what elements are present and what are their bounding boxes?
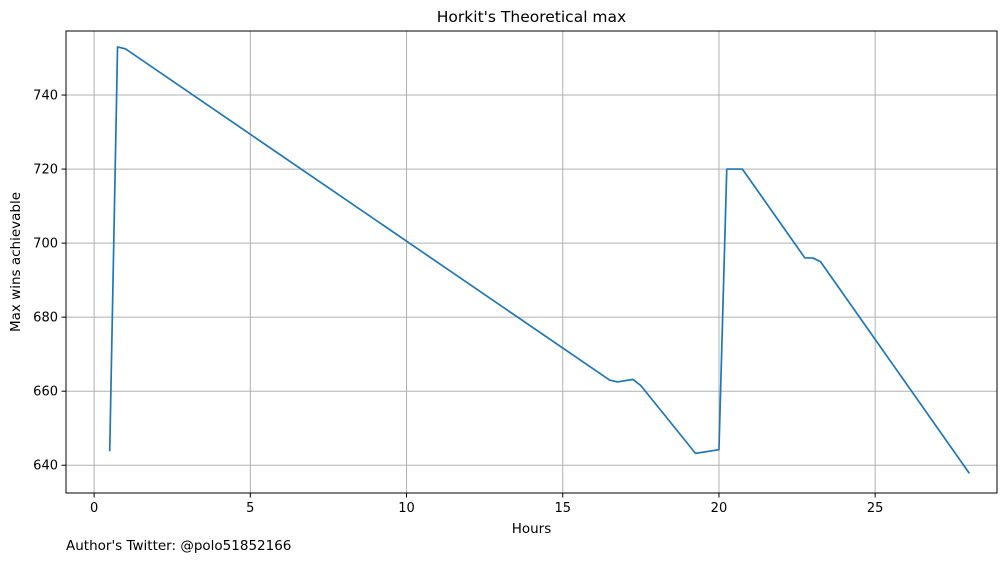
x-tick-label: 0 — [90, 501, 98, 516]
y-tick-label: 680 — [33, 311, 58, 326]
y-tick-label: 660 — [33, 385, 58, 400]
axis-ticks: 0 5 10 15 20 25 640 660 680 700 720 740 — [33, 89, 883, 516]
plot-frame — [65, 30, 998, 494]
y-tick-label: 700 — [33, 237, 58, 252]
chart-title: Horkit's Theoretical max — [437, 8, 626, 26]
x-tick-label: 5 — [246, 501, 254, 516]
x-tick-label: 25 — [867, 501, 884, 516]
y-tick-label: 720 — [33, 163, 58, 178]
series-layer — [108, 46, 971, 474]
y-tick-label: 640 — [33, 459, 58, 474]
y-axis-label: Max wins achievable — [8, 192, 24, 332]
x-tick-label: 20 — [711, 501, 728, 516]
grid-lines — [66, 31, 997, 493]
series-line — [108, 46, 971, 474]
y-tick-label: 740 — [33, 89, 58, 104]
x-tick-label: 15 — [554, 501, 571, 516]
plot-area — [66, 31, 997, 493]
x-tick-label: 10 — [398, 501, 415, 516]
author-twitter-note: Author's Twitter: @polo51852166 — [66, 538, 291, 554]
x-axis-label: Hours — [512, 521, 552, 537]
